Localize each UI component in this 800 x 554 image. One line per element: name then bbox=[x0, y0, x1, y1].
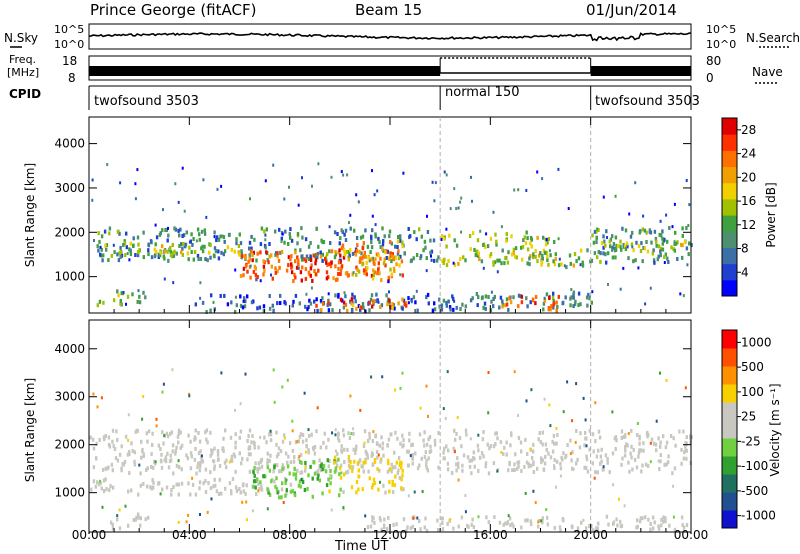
search-label: N.Search bbox=[746, 31, 800, 45]
velocity-colorbar: 1000 500 100 25 -25 -100 -500 -1000 bbox=[721, 329, 776, 529]
velocity-heatmap bbox=[89, 368, 693, 533]
colorbar-tick-label: 20 bbox=[741, 170, 756, 184]
power-band bbox=[469, 290, 593, 313]
freq-label: Freq. bbox=[9, 53, 37, 66]
x-tick-label: 00:00 bbox=[674, 528, 709, 542]
colorbar-tick-label: 12 bbox=[741, 218, 756, 232]
velocity-band bbox=[328, 455, 405, 495]
colorbar-tick-label: 500 bbox=[741, 360, 764, 374]
sky-noise-line bbox=[88, 32, 692, 42]
velocity-band bbox=[90, 476, 293, 497]
beam-label: Beam 15 bbox=[355, 1, 423, 19]
velocity-frame bbox=[88, 319, 692, 533]
nave-label: Nave bbox=[752, 65, 783, 79]
cpid-segment-1: twofsound 3503 bbox=[94, 94, 199, 109]
y-tick-label: 1000 bbox=[54, 486, 85, 500]
velocity-band bbox=[366, 514, 689, 533]
colorbar-tick-label: -1000 bbox=[741, 509, 776, 523]
y-tick-label: 2000 bbox=[54, 438, 85, 452]
colorbar-tick-label: 4 bbox=[741, 265, 749, 279]
sky-tick-bottom: 10^0 bbox=[54, 38, 85, 51]
power-colorbar: 4 8 12 16 20 24 28 bbox=[721, 117, 756, 297]
sky-tick-top-right: 10^5 bbox=[706, 23, 737, 36]
cpid-segment-3: twofsound 3503 bbox=[595, 94, 700, 109]
colorbar-tick-label: 16 bbox=[741, 194, 756, 208]
velocity-y-axis-label: Slant Range [km] bbox=[23, 377, 37, 483]
nave-tick-top: 80 bbox=[706, 54, 722, 68]
colorbar-tick-label: -100 bbox=[741, 459, 768, 473]
x-tick-label: 04:00 bbox=[172, 528, 207, 542]
sky-label: N.Sky bbox=[4, 31, 39, 45]
power-band bbox=[104, 241, 241, 259]
freq-unit: [MHz] bbox=[7, 66, 40, 79]
date-label: 01/Jun/2014 bbox=[586, 1, 677, 19]
power-y-axis-label: Slant Range [km] bbox=[23, 162, 37, 268]
colorbar-tick-label: -25 bbox=[741, 434, 761, 448]
power-heatmap bbox=[91, 162, 693, 314]
x-tick-label: 08:00 bbox=[272, 528, 307, 542]
x-axis-label: Time UT bbox=[335, 539, 389, 554]
colorbar-tick-label: -500 bbox=[741, 484, 768, 498]
power-band bbox=[96, 226, 440, 264]
velocity-colorbar-label: Velocity [m s⁻¹] bbox=[768, 383, 782, 477]
colorbar-tick-label: 28 bbox=[741, 123, 756, 137]
velocity-band bbox=[109, 512, 150, 531]
x-tick-label: 16:00 bbox=[473, 528, 508, 542]
y-tick-label: 1000 bbox=[54, 270, 85, 284]
colorbar-tick-label: 25 bbox=[741, 410, 756, 424]
power-band bbox=[440, 230, 556, 268]
colorbar-tick-label: 100 bbox=[741, 385, 764, 399]
colorbar-tick-label: 1000 bbox=[741, 335, 772, 349]
y-tick-label: 3000 bbox=[54, 390, 85, 404]
colorbar-tick-label: 8 bbox=[741, 242, 749, 256]
cpid-segment-2: normal 150 bbox=[445, 85, 520, 100]
freq-bar-1 bbox=[89, 66, 441, 76]
freq-tick-bottom: 8 bbox=[68, 71, 76, 85]
nave-tick-bottom: 0 bbox=[706, 71, 714, 85]
y-tick-label: 3000 bbox=[54, 181, 85, 195]
x-tick-label: 00:00 bbox=[72, 528, 107, 542]
velocity-band bbox=[89, 428, 693, 476]
power-frame bbox=[88, 116, 692, 314]
sky-tick-bottom-right: 10^0 bbox=[706, 38, 737, 51]
x-tick-label: 12:00 bbox=[373, 528, 408, 542]
sky-tick-top: 10^5 bbox=[54, 23, 85, 36]
power-band bbox=[501, 294, 560, 313]
power-band bbox=[315, 296, 408, 313]
station-title: Prince George (fitACF) bbox=[90, 1, 257, 19]
power-band bbox=[290, 257, 341, 283]
colorbar-tick-label: 24 bbox=[741, 147, 756, 161]
power-band bbox=[532, 248, 592, 270]
x-tick-label: 20:00 bbox=[573, 528, 608, 542]
power-speckle bbox=[91, 162, 691, 306]
velocity-speckle bbox=[92, 368, 687, 524]
power-colorbar-label: Power [dB] bbox=[764, 182, 778, 248]
cpid-label: CPID bbox=[9, 87, 42, 101]
y-tick-label: 2000 bbox=[54, 225, 85, 239]
y-tick-label: 4000 bbox=[54, 137, 85, 151]
freq-bar-3 bbox=[590, 66, 691, 76]
y-tick-label: 4000 bbox=[54, 342, 85, 356]
velocity-band bbox=[252, 457, 342, 500]
power-band bbox=[339, 239, 404, 278]
power-band bbox=[590, 226, 693, 265]
freq-tick-top: 18 bbox=[62, 54, 78, 68]
power-band bbox=[592, 239, 687, 257]
